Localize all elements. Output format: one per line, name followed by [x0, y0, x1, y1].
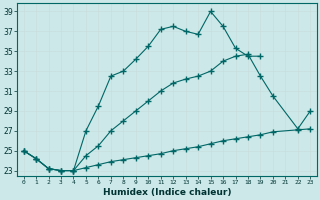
X-axis label: Humidex (Indice chaleur): Humidex (Indice chaleur): [103, 188, 231, 197]
